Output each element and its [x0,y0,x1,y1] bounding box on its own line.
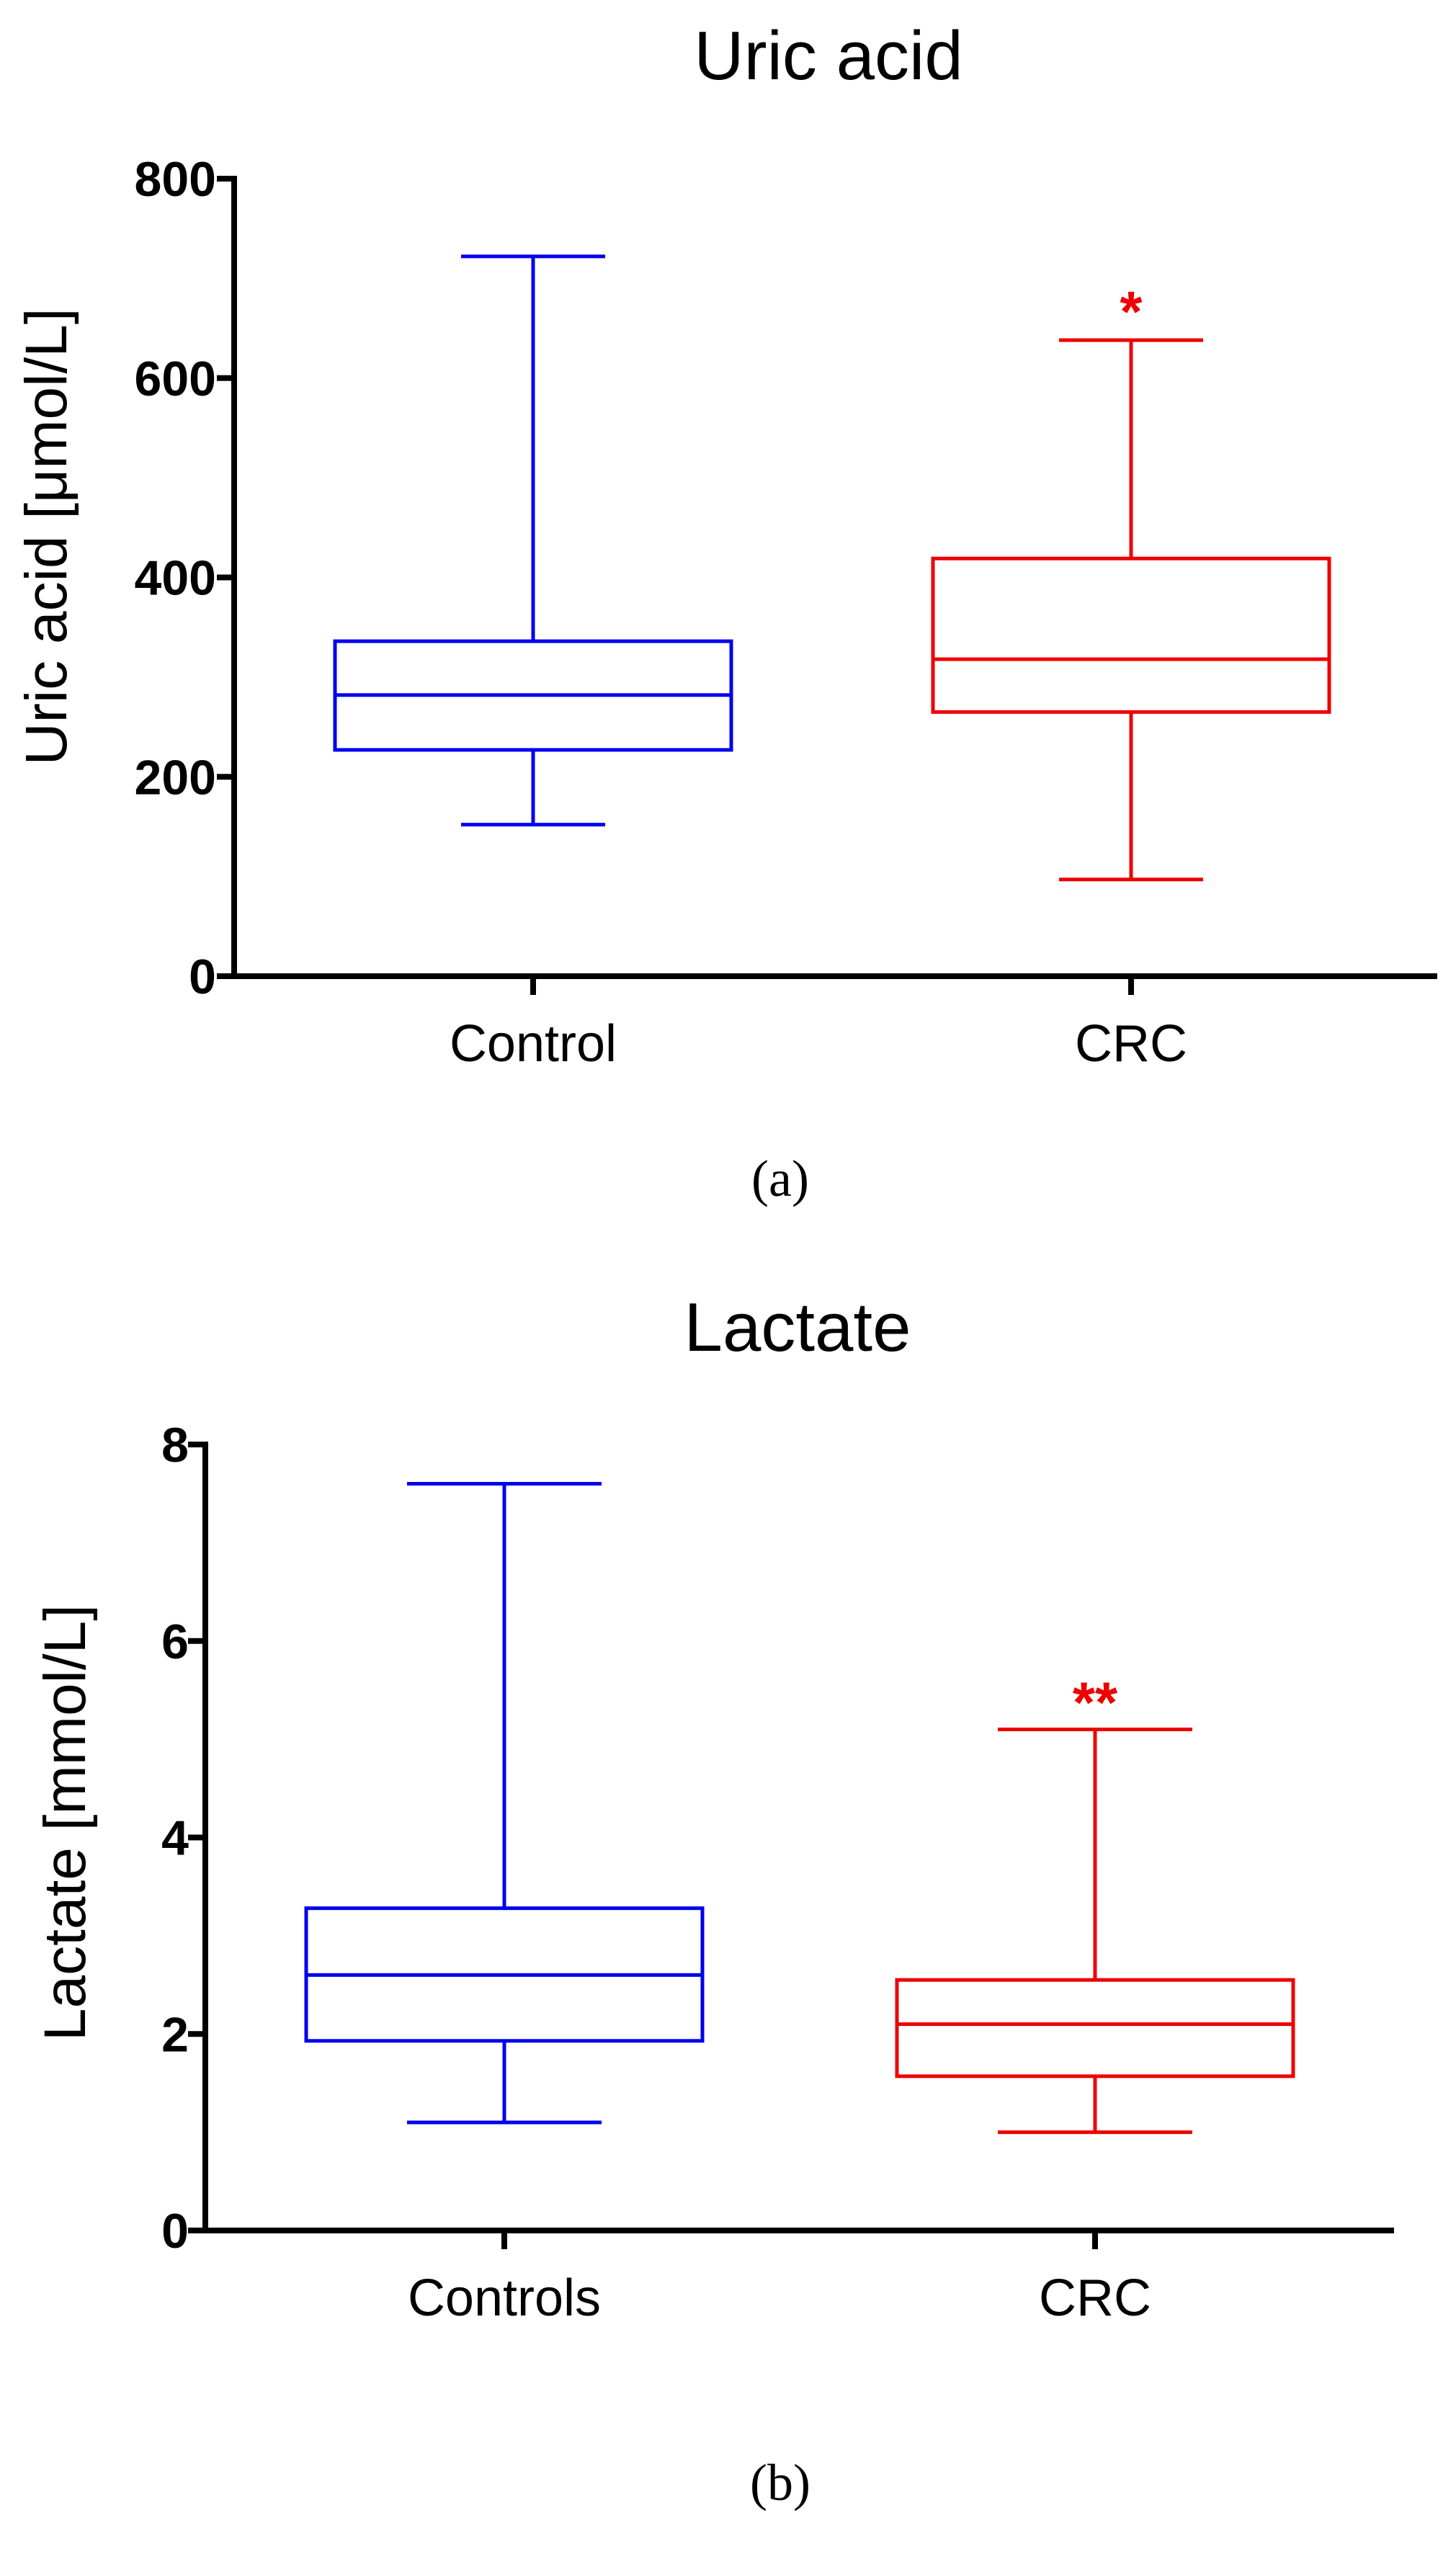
significance-marker: ** [1073,1670,1118,1734]
iqr-box [931,556,1331,714]
y-tick-label: 4 [161,1811,189,1866]
chart-title: Lactate [684,1289,911,1366]
y-tick-label: 6 [161,1615,189,1669]
y-tick-label: 0 [161,2204,189,2259]
y-tick-label: 200 [135,750,216,805]
y-axis-label: Lactate [mmol/L] [32,1604,98,2041]
y-tick-label: 600 [135,352,216,406]
significance-marker: * [1120,280,1143,344]
plot-area: 0 200 400 600 800 Control CRC * [135,152,1437,1073]
x-tick-label: CRC [1039,2269,1151,2327]
y-tick-label: 2 [161,2007,189,2062]
y-axis-label: Uric acid [μmol/L] [14,308,79,765]
panel-label: (b) [750,2454,810,2511]
chart-title: Uric acid [694,17,963,94]
x-tick-label: Control [450,1015,617,1073]
panel-label: (a) [751,1150,809,1207]
lactate-chart: Lactate Lactate [mmol/L] 0 2 4 6 8 Controls CR… [32,1289,1394,2511]
uric-acid-chart: Uric acid Uric acid [μmol/L] 0 200 400 600 8… [14,17,1437,1207]
y-tick-label: 800 [135,152,216,207]
y-tick-label: 8 [161,1418,189,1473]
y-tick-label: 400 [135,551,216,606]
iqr-box [895,1978,1295,2078]
x-tick-label: CRC [1075,1015,1187,1073]
x-tick-label: Controls [408,2269,601,2327]
plot-area: 0 2 4 6 8 Controls CRC ** [161,1418,1394,2327]
y-tick-label: 0 [189,950,216,1004]
